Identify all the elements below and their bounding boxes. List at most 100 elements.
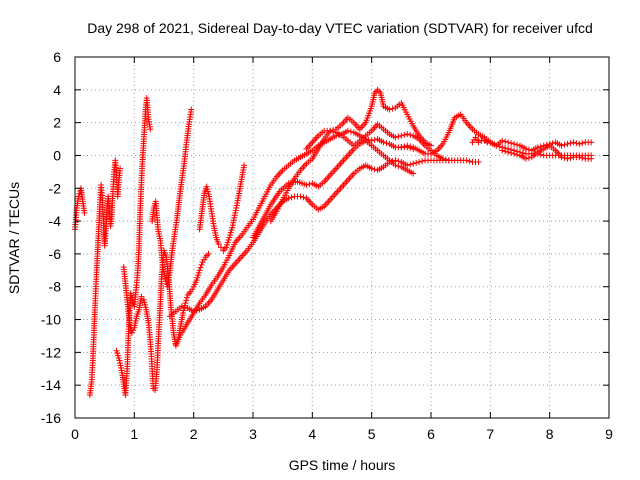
data-point (502, 148, 509, 155)
data-point (564, 140, 571, 147)
data-point (558, 142, 565, 149)
data-point (347, 128, 354, 135)
data-point (147, 126, 154, 133)
data-point (558, 154, 565, 161)
y-tick-label: 2 (53, 115, 61, 131)
data-point (183, 294, 190, 301)
data-point (303, 181, 310, 188)
data-point (514, 141, 521, 148)
data-point (416, 159, 423, 166)
data-point (413, 159, 420, 166)
plot-frame (74, 56, 610, 419)
x-tick-label: 9 (605, 426, 613, 442)
data-point (401, 131, 408, 138)
data-point (81, 209, 88, 216)
y-tick-label: -14 (41, 377, 61, 393)
x-axis-label: GPS time / hours (289, 457, 396, 473)
data-point (410, 160, 417, 167)
data-point (386, 106, 393, 113)
data-point (522, 155, 529, 162)
x-tick-label: 0 (71, 426, 79, 442)
data-point (380, 139, 387, 146)
data-point (117, 165, 124, 172)
y-tick-label: -16 (41, 410, 61, 426)
data-point (407, 143, 414, 150)
data-point (407, 131, 414, 138)
data-point (288, 194, 295, 201)
data-point (205, 250, 212, 257)
data-point (300, 194, 307, 201)
data-point (445, 157, 452, 164)
data-point (567, 140, 574, 147)
data-point (419, 158, 426, 165)
data-point (285, 195, 292, 202)
data-point (183, 297, 190, 304)
data-point (404, 131, 411, 138)
data-point (499, 147, 506, 154)
data-point (442, 156, 449, 163)
data-point (564, 155, 571, 162)
data-point (196, 267, 203, 274)
y-tick-label: -4 (49, 213, 62, 229)
data-point (383, 140, 390, 147)
data-point (502, 138, 509, 145)
data-point (368, 165, 375, 172)
data-point (392, 134, 399, 141)
data-point (75, 193, 82, 200)
y-tick-label: 6 (53, 49, 61, 65)
data-markers (72, 86, 595, 399)
data-point (404, 142, 411, 149)
data-point (398, 144, 405, 151)
data-point (508, 149, 515, 156)
data-point (511, 140, 518, 147)
data-point (392, 162, 399, 169)
data-point (508, 140, 515, 147)
y-tick-label: -2 (49, 180, 62, 196)
data-point (188, 106, 195, 113)
data-point (579, 154, 586, 161)
data-point (162, 275, 169, 282)
axes: 0 1 2 3 4 5 6 7 8 9 -16 -14 -12 -10 -8 -6 -4 -2 0 2 4 6 (41, 49, 613, 442)
data-point (505, 149, 512, 156)
data-point (389, 105, 396, 112)
data-point (567, 154, 574, 161)
data-point (368, 137, 375, 144)
data-point (570, 139, 577, 146)
y-tick-label: -8 (49, 279, 62, 295)
x-tick-label: 3 (249, 426, 257, 442)
data-point (395, 133, 402, 140)
data-point (511, 150, 518, 157)
data-point (401, 143, 408, 150)
y-tick-label: -10 (41, 312, 61, 328)
data-point (178, 303, 185, 310)
data-point (181, 304, 188, 311)
data-point (439, 155, 446, 162)
data-point (576, 140, 583, 147)
x-tick-label: 6 (427, 426, 435, 442)
y-tick-label: 4 (53, 82, 61, 98)
data-point (182, 300, 189, 307)
data-point (576, 154, 583, 161)
data-point (395, 163, 402, 170)
data-point (579, 140, 586, 147)
data-point (484, 139, 491, 146)
data-point (398, 132, 405, 139)
data-point (297, 193, 304, 200)
data-point (588, 139, 595, 146)
data-point (365, 136, 372, 143)
data-point (561, 154, 568, 161)
x-tick-label: 4 (308, 426, 316, 442)
gridlines (75, 57, 609, 418)
chart-title: Day 298 of 2021, Sidereal Day-to-day VTE… (87, 20, 593, 36)
data-point (573, 140, 580, 147)
y-tick-label: 0 (53, 147, 61, 163)
data-point (197, 264, 204, 271)
data-point (588, 155, 595, 162)
data-point (475, 159, 482, 166)
x-tick-label: 2 (190, 426, 198, 442)
data-point (505, 139, 512, 146)
data-point (514, 151, 521, 158)
data-point (561, 141, 568, 148)
y-tick-label: -6 (49, 246, 62, 262)
